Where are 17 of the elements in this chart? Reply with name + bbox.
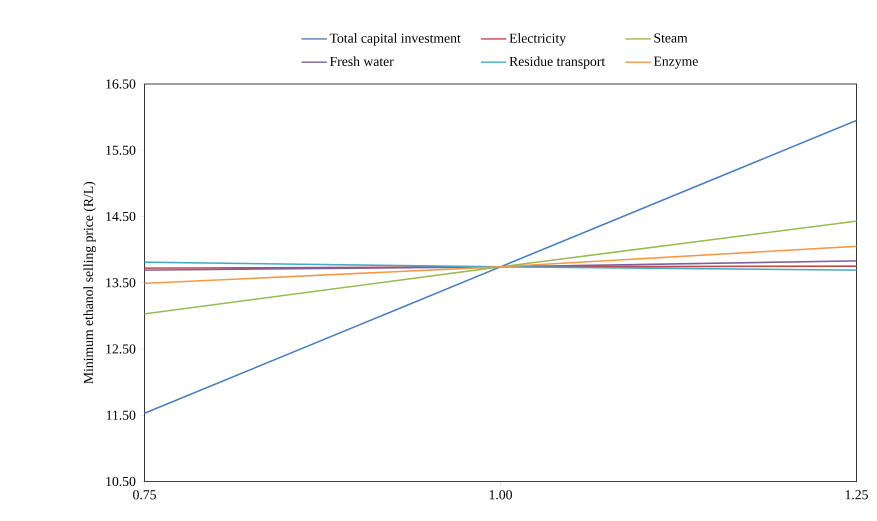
x-tick-label: 1.00	[490, 490, 512, 500]
y-tick-label: 15.50	[106, 146, 136, 156]
legend-label: Electricity	[509, 33, 566, 46]
legend-label: Enzyme	[654, 56, 698, 69]
y-tick-label: 14.50	[106, 212, 136, 222]
y-tick-label: 10.50	[106, 477, 136, 486]
x-tick-label: 1.25	[846, 490, 868, 500]
legend-label: Total capital investment	[330, 33, 461, 46]
y-tick-label: 13.50	[106, 278, 136, 288]
legend-label: Fresh water	[330, 56, 394, 66]
legend-label: Residue transport	[509, 56, 606, 70]
y-tick-label: 11.50	[106, 410, 136, 420]
y-tick-label: 12.50	[106, 344, 136, 354]
y-axis-title: Minimum ethanol selling price (R/L)	[83, 182, 96, 384]
x-tick-label: 0.75	[133, 490, 156, 500]
legend-label: Steam	[654, 34, 688, 43]
y-tick-label: 16.50	[106, 80, 136, 89]
